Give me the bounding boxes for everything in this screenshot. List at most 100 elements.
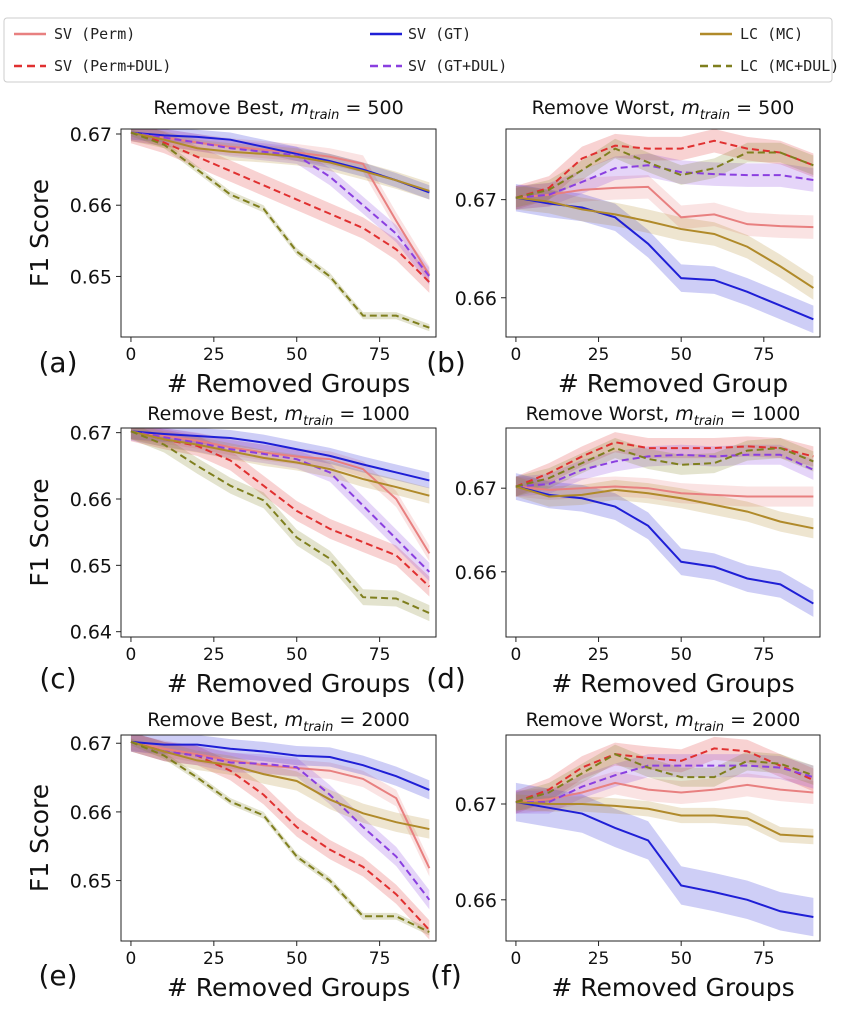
line-sv-gt <box>130 740 430 791</box>
chart-title: Remove Best, mtrain = 500 <box>153 97 403 123</box>
x-axis-label: # Removed Groups <box>551 669 794 698</box>
band-sv-perm-dul <box>130 129 430 293</box>
line-sv-perm <box>130 740 431 869</box>
x-tick-label: 25 <box>588 949 610 969</box>
band-sv-perm-dul <box>515 129 814 210</box>
band-sv-gt-dul <box>515 444 814 497</box>
x-tick-label: 0 <box>511 645 522 665</box>
plot-frame <box>505 734 821 942</box>
legend-label-sv-gt-dul: SV (GT+DUL) <box>408 57 507 75</box>
y-axis-label: F1 Score <box>25 478 54 586</box>
line-lc-mc-dul <box>130 740 430 933</box>
series-group <box>130 735 431 940</box>
line-lc-mc <box>515 196 814 289</box>
series-group <box>130 129 431 332</box>
line-lc-mc <box>130 131 430 192</box>
band-sv-gt-dul <box>515 754 814 814</box>
band-lc-mc <box>130 129 430 200</box>
panel-letter: (d) <box>426 662 466 695</box>
band-sv-gt-dul <box>130 735 430 910</box>
x-axis-label: # Removed Groups <box>167 669 410 698</box>
plot-area <box>121 735 436 941</box>
line-lc-mc <box>130 740 430 831</box>
x-tick-label: 50 <box>286 345 308 365</box>
y-tick-label: 0.66 <box>70 489 112 511</box>
x-tick-label: 75 <box>369 345 391 365</box>
plot-area <box>121 129 436 337</box>
plot-area <box>121 428 436 637</box>
line-lc-mc <box>515 485 814 530</box>
x-axis-label: # Removed Groups <box>167 973 410 1002</box>
line-sv-perm <box>515 781 814 804</box>
chart-title: Remove Worst, mtrain = 1000 <box>526 403 801 429</box>
band-sv-perm <box>515 175 814 239</box>
x-axis-label: # Removed Groups <box>551 973 794 1002</box>
chart-panel: 0 25 50 75 0.66 0.67 Remove Worst, mtrain = 50… <box>426 97 821 398</box>
band-sv-gt <box>130 735 430 800</box>
line-sv-perm <box>515 485 814 498</box>
panel-letter: (e) <box>38 959 77 992</box>
line-sv-perm-dul <box>130 740 431 931</box>
chart-title: Remove Best, mtrain = 2000 <box>147 709 409 735</box>
x-tick-label: 50 <box>286 645 308 665</box>
x-tick-label: 25 <box>203 645 225 665</box>
band-sv-gt-dul <box>515 153 814 210</box>
line-lc-mc <box>515 801 814 838</box>
panel-letter: (c) <box>39 662 76 695</box>
y-tick-label: 0.67 <box>70 733 112 755</box>
band-sv-perm-dul <box>130 428 430 597</box>
legend-frame <box>3 17 833 83</box>
line-sv-perm-dul <box>130 131 431 283</box>
chart-panel: 0 25 50 75 0.64 0.65 0.66 0.67 Remove Best, mtra… <box>25 403 437 698</box>
band-lc-mc <box>515 794 814 845</box>
legend-label-sv-perm: SV (Perm) <box>54 25 135 43</box>
plot-area <box>506 428 820 637</box>
legend: SV (Perm) SV (Perm+DUL) SV (GT) SV (GT+D… <box>3 17 839 83</box>
x-tick-label: 50 <box>286 949 308 969</box>
plot-frame <box>505 128 821 338</box>
line-sv-perm-dul <box>515 441 814 488</box>
band-lc-mc <box>515 476 814 539</box>
chart-panel: 0 25 50 75 0.65 0.66 0.67 Remove Best, mtrain =… <box>25 709 437 1002</box>
line-sv-perm-dul <box>515 139 814 199</box>
y-axis-label: F1 Score <box>25 179 54 287</box>
band-lc-mc-dul <box>130 428 430 622</box>
chart-panel: 0 25 50 75 0.66 0.67 Remove Worst, mtrain = 20… <box>430 709 821 1002</box>
y-tick-label: 0.67 <box>70 423 112 445</box>
plot-frame <box>120 427 437 638</box>
x-tick-label: 0 <box>126 645 137 665</box>
line-lc-mc-dul <box>130 131 430 329</box>
x-tick-label: 75 <box>369 645 391 665</box>
y-tick-label: 0.67 <box>455 794 497 816</box>
band-lc-mc-dul <box>515 744 814 812</box>
x-tick-label: 50 <box>670 645 692 665</box>
band-sv-perm <box>130 735 430 877</box>
plot-frame <box>120 128 437 338</box>
plot-frame <box>505 427 821 638</box>
series-group <box>515 736 814 937</box>
y-tick-label: 0.67 <box>455 190 497 212</box>
band-sv-perm-dul <box>130 735 430 940</box>
y-tick-label: 0.66 <box>70 802 112 824</box>
x-tick-label: 50 <box>670 949 692 969</box>
band-sv-perm-dul <box>515 736 814 814</box>
panel-letter: (f) <box>430 959 462 992</box>
x-tick-label: 25 <box>588 645 610 665</box>
panels: 0 25 50 75 0.65 0.66 0.67 Remove Best, mtrain =… <box>25 97 821 1002</box>
legend-label-sv-perm-dul: SV (Perm+DUL) <box>54 57 171 75</box>
line-sv-gt-dul <box>130 740 431 901</box>
line-sv-gt <box>515 801 814 919</box>
x-tick-label: 75 <box>753 345 775 365</box>
y-tick-label: 0.65 <box>70 555 112 577</box>
x-tick-label: 0 <box>126 949 137 969</box>
x-tick-label: 50 <box>670 345 692 365</box>
y-tick-label: 0.67 <box>455 478 497 500</box>
x-tick-label: 25 <box>203 949 225 969</box>
y-tick-label: 0.66 <box>455 288 497 310</box>
band-sv-perm <box>515 771 814 814</box>
panel-letter: (b) <box>426 346 466 379</box>
x-tick-label: 75 <box>753 645 775 665</box>
plot-frame <box>120 734 437 942</box>
series-group <box>515 432 814 617</box>
y-tick-label: 0.66 <box>455 890 497 912</box>
